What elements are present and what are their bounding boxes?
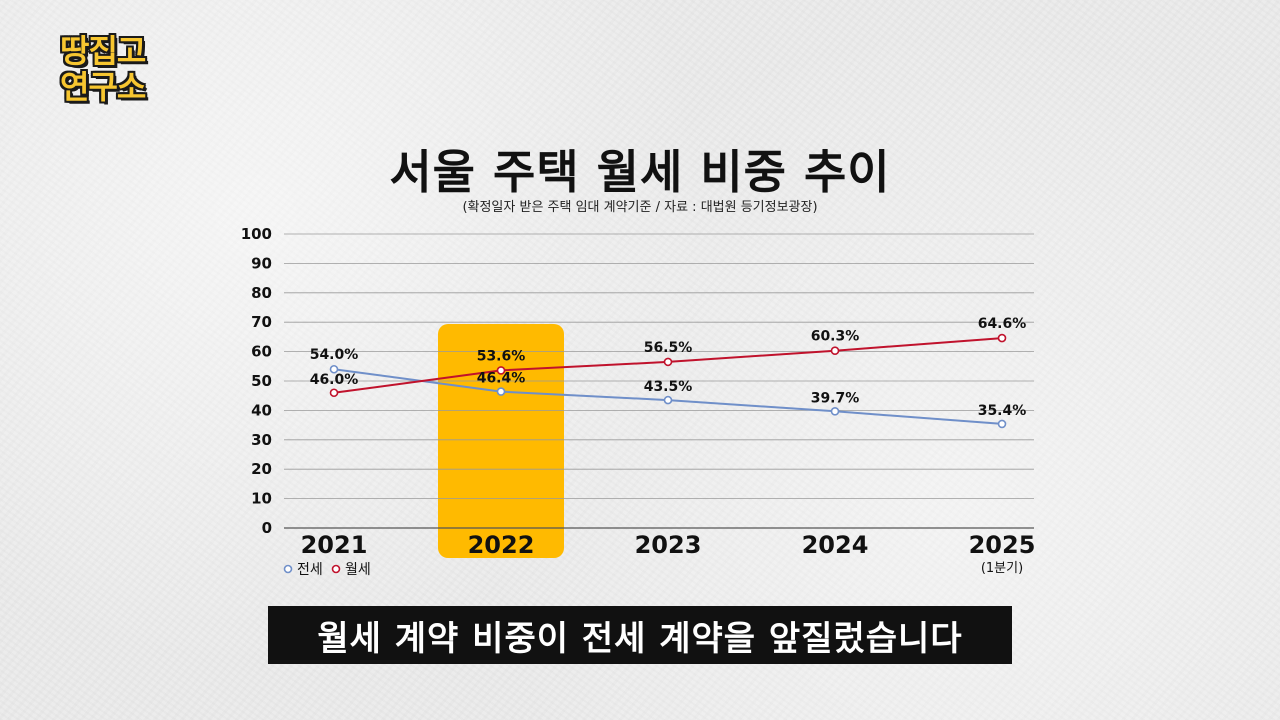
- data-label: 46.4%: [477, 371, 526, 387]
- y-tick-label: 60: [251, 343, 272, 361]
- data-label: 64.6%: [978, 316, 1027, 332]
- chart-title: 서울 주택 월세 비중 추이: [389, 145, 891, 199]
- logo-line-1: 땅집고: [60, 32, 146, 70]
- chart-subtitle: (확정일자 받은 주택 임대 계약기준 / 자료 : 대법원 등기정보광장): [462, 200, 818, 215]
- y-tick-label: 10: [251, 490, 272, 508]
- y-tick-label: 50: [251, 372, 272, 390]
- x-tick-label: 2021: [301, 531, 368, 559]
- data-point: [830, 406, 840, 416]
- data-label: 35.4%: [978, 403, 1027, 419]
- data-label: 46.0%: [310, 372, 359, 388]
- logo-line-2: 연구소: [60, 68, 146, 106]
- legend-marker: [283, 564, 293, 574]
- data-label: 53.6%: [477, 348, 526, 364]
- y-tick-label: 70: [251, 313, 272, 331]
- y-tick-label: 100: [241, 225, 272, 243]
- brand-logo: 땅집고 연구소: [60, 34, 172, 110]
- x-tick-label: 2024: [802, 531, 869, 559]
- x-tick-note: (1분기): [981, 561, 1023, 576]
- data-point: [329, 364, 339, 374]
- data-label: 43.5%: [644, 379, 693, 395]
- x-tick-label: 2023: [635, 531, 702, 559]
- highlight-box: [438, 324, 564, 558]
- legend-label: 월세: [345, 562, 371, 578]
- x-tick-label: 2025: [969, 531, 1036, 559]
- y-tick-label: 0: [262, 519, 272, 537]
- data-point: [830, 346, 840, 356]
- y-tick-label: 80: [251, 284, 272, 302]
- legend-label: 전세: [297, 562, 323, 578]
- data-label: 54.0%: [310, 347, 359, 363]
- data-point: [329, 388, 339, 398]
- data-label: 39.7%: [811, 390, 860, 406]
- data-point: [663, 357, 673, 367]
- x-tick-label: 2022: [468, 531, 535, 559]
- data-point: [663, 395, 673, 405]
- y-tick-label: 90: [251, 254, 272, 272]
- caption-banner: 월세 계약 비중이 전세 계약을 앞질렀습니다: [268, 606, 1012, 664]
- y-tick-label: 30: [251, 431, 272, 449]
- data-label: 60.3%: [811, 329, 860, 345]
- legend-marker: [331, 564, 341, 574]
- data-point: [496, 366, 506, 375]
- data-point: [496, 387, 506, 396]
- data-point: [997, 333, 1007, 343]
- data-label: 56.5%: [644, 340, 693, 356]
- data-point: [997, 419, 1007, 429]
- y-tick-label: 20: [251, 460, 272, 478]
- y-tick-label: 40: [251, 401, 272, 419]
